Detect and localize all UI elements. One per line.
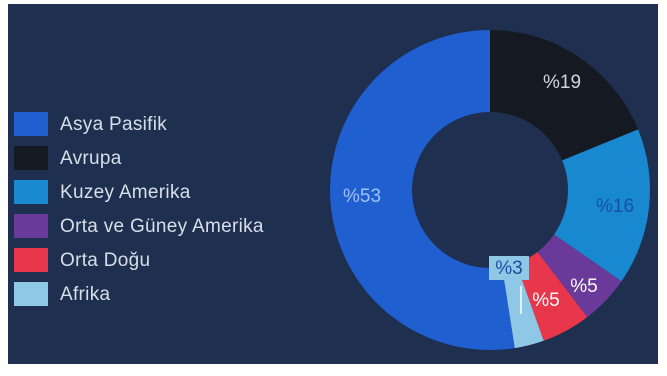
- data-label: %3: [495, 258, 522, 279]
- donut-slice-2: [554, 129, 651, 282]
- legend-swatch: [14, 146, 48, 170]
- legend-label: Orta ve Güney Amerika: [60, 216, 264, 237]
- legend-label: Asya Pasifik: [60, 114, 168, 135]
- legend-swatch: [14, 214, 48, 238]
- data-label: %5: [532, 290, 559, 311]
- legend-label: Kuzey Amerika: [60, 182, 191, 203]
- data-label: %19: [543, 72, 581, 93]
- legend-swatch: [14, 282, 48, 306]
- donut-slice-3: [537, 234, 622, 318]
- donut-slice-0: [330, 30, 515, 350]
- legend-label: Afrika: [60, 284, 111, 305]
- donut-slice-1: [490, 30, 639, 161]
- data-label-background: [489, 256, 529, 280]
- legend-swatch: [14, 180, 48, 204]
- legend-swatch: [14, 248, 48, 272]
- data-label: %16: [596, 196, 634, 217]
- legend-swatch: [14, 112, 48, 136]
- data-label: %53: [343, 186, 381, 207]
- donut-slice-4: [516, 251, 588, 341]
- legend-label: Orta Doğu: [60, 250, 151, 271]
- data-label: %5: [570, 276, 597, 297]
- legend-label: Avrupa: [60, 148, 122, 169]
- donut-slice-5: [502, 263, 544, 349]
